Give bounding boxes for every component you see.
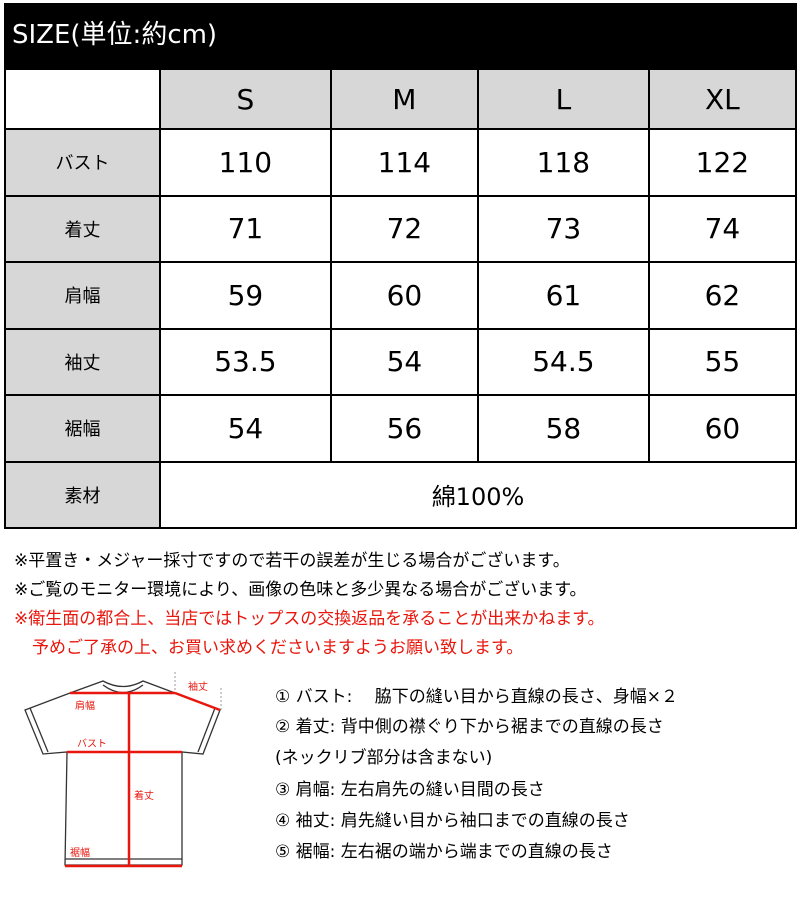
size-table: S M L XL バスト 110 114 118 122 着丈 71 72 73… (4, 68, 798, 529)
table-row: 裾幅 54 56 58 60 (4, 394, 798, 463)
size-s: S (159, 68, 332, 130)
label-length: 着丈 (134, 789, 154, 802)
desc-2: ② 着丈: 背中側の襟ぐり下から裾までの直線の長さ (275, 717, 664, 737)
note-2: ※ご覧のモニター環境により、画像の色味と多少異なる場合がございます。 (14, 580, 587, 600)
material-value: 綿100% (159, 460, 797, 529)
cell: 118 (476, 128, 650, 197)
note-3: ※衛生面の都合上、当店ではトップスの交換返品を承ることが出来かねます。 (14, 609, 605, 629)
sleeve-guides (174, 672, 222, 710)
row-label: 素材 (4, 460, 161, 529)
cell: 122 (647, 128, 798, 197)
desc-1: ① バスト: 脇下の縫い目から直線の長さ、身幅×２ (275, 687, 679, 707)
cell: 59 (159, 261, 332, 330)
cell: 54 (159, 394, 332, 463)
cell: 60 (647, 394, 798, 463)
size-m: M (329, 68, 479, 130)
desc-3: ③ 肩幅: 左右肩先の縫い目間の長さ (275, 780, 545, 800)
table-row: バスト 110 114 118 122 (4, 128, 798, 197)
cell: 54 (329, 327, 479, 396)
size-header: SIZE(単位:約cm) (4, 3, 797, 68)
desc-2-note: (ネックリブ部分は含まない) (275, 748, 493, 768)
cell: 53.5 (159, 327, 332, 396)
cell: 114 (329, 128, 479, 197)
cell: 61 (476, 261, 650, 330)
row-label: 裾幅 (4, 394, 161, 463)
desc-5: ⑤ 裾幅: 左右裾の端から端までの直線の長さ (275, 842, 613, 862)
label-hem: 裾幅 (70, 846, 90, 859)
cell: 62 (647, 261, 798, 330)
cell: 73 (476, 194, 650, 263)
measure-lines (65, 691, 221, 868)
material-row: 素材 綿100% (4, 460, 797, 529)
corner-cell (4, 68, 161, 130)
cell: 60 (329, 261, 479, 330)
note-4: 予めご了承の上、お買い求めくださいますようお願い致します。 (32, 638, 524, 658)
cell: 110 (159, 128, 332, 197)
label-sleeve: 袖丈 (188, 680, 208, 693)
cell: 56 (329, 394, 479, 463)
cell: 54.5 (476, 327, 650, 396)
tshirt-outline (24, 680, 221, 866)
note-1: ※平置き・メジャー採寸ですので若干の誤差が生じる場合がございます。 (14, 551, 570, 571)
cell: 55 (647, 327, 798, 396)
row-label: バスト (4, 128, 161, 197)
table-row: 着丈 71 72 73 74 (4, 194, 798, 263)
size-xl: XL (647, 68, 798, 130)
size-header-row: S M L XL (4, 68, 798, 130)
label-shoulder: 肩幅 (75, 699, 95, 712)
size-l: L (476, 68, 650, 130)
cell: 74 (647, 194, 798, 263)
row-label: 袖丈 (4, 327, 161, 396)
row-label: 肩幅 (4, 261, 161, 330)
cell: 71 (159, 194, 332, 263)
cell: 72 (329, 194, 479, 263)
desc-4: ④ 袖丈: 肩先縫い目から袖口までの直線の長さ (275, 811, 630, 831)
cell: 58 (476, 394, 650, 463)
table-row: 袖丈 53.5 54 54.5 55 (4, 327, 798, 396)
tshirt-diagram: 肩幅 バスト 着丈 裾幅 袖丈 (24, 672, 222, 868)
table-row: 肩幅 59 60 61 62 (4, 261, 798, 330)
row-label: 着丈 (4, 194, 161, 263)
label-bust: バスト (77, 738, 107, 750)
